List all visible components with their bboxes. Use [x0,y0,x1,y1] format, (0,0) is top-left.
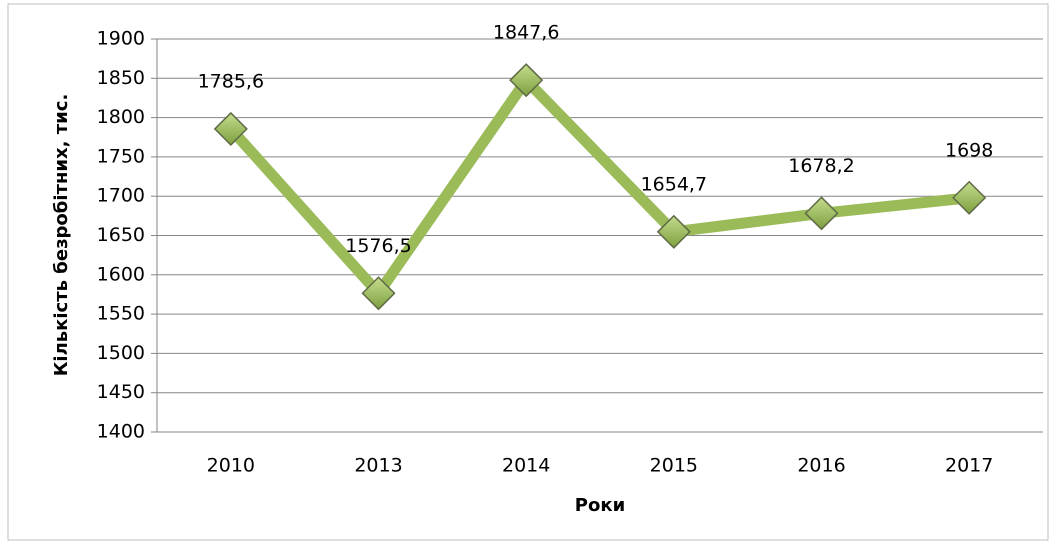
x-tick-label: 2010 [207,455,255,477]
y-tick-label: 1800 [97,106,145,128]
y-tick-label: 1550 [97,303,145,325]
x-axis-title: Роки [575,495,625,516]
marker [804,196,839,231]
series-line [226,71,970,303]
x-tick-label: 2014 [502,455,550,477]
data-label: 1576,5 [345,235,411,257]
data-label: 1654,7 [641,173,707,195]
x-tick-label: 2017 [945,455,993,477]
x-tick-label: 2013 [354,455,402,477]
marker [656,214,691,249]
y-tick-label: 1750 [97,145,145,167]
y-tick-label: 1850 [97,67,145,89]
x-tick-label: 2015 [650,455,698,477]
y-tick-label: 1400 [97,421,145,443]
y-tick-label: 1900 [97,28,145,50]
data-label: 1698 [945,139,993,161]
y-tick-label: 1600 [97,263,145,285]
chart-border [7,3,1049,541]
marker [213,111,248,146]
y-axis-title: Кількість безробітних, тис. [51,94,72,377]
data-label: 1785,6 [198,70,264,92]
y-tick-label: 1500 [97,342,145,364]
marker [509,63,544,98]
data-label: 1678,2 [788,155,854,177]
y-tick-label: 1450 [97,381,145,403]
marker [952,180,987,215]
marker [361,276,396,311]
y-tick-label: 1650 [97,224,145,246]
x-tick-label: 2016 [797,455,845,477]
data-label: 1847,6 [493,22,559,44]
y-tick-label: 1700 [97,185,145,207]
